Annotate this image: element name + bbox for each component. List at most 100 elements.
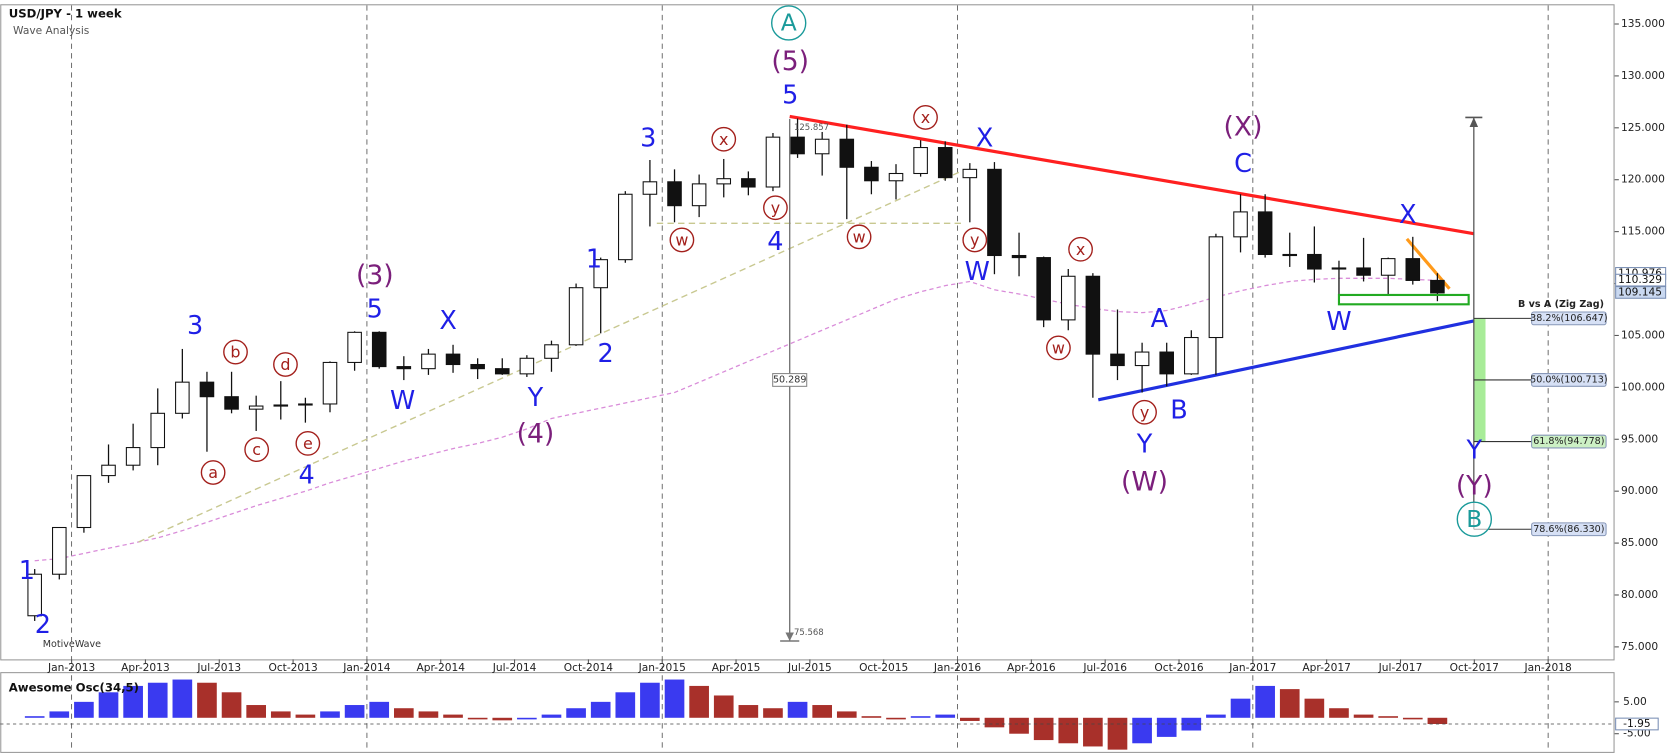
candle-body xyxy=(1233,211,1248,238)
oscillator-bar xyxy=(1230,698,1251,718)
measure-high-label: 125.857 xyxy=(794,123,829,133)
wave-label: Y xyxy=(1136,430,1153,460)
wave-circle xyxy=(962,227,988,253)
y-tick-label: 90.000 xyxy=(1621,484,1658,497)
oscillator-bar xyxy=(1132,717,1152,744)
candle-body xyxy=(642,181,658,195)
wave-label: W xyxy=(1326,307,1351,337)
candle-body xyxy=(1430,279,1445,294)
candle-body xyxy=(1159,351,1174,375)
wave-label: y xyxy=(970,231,979,250)
fibonacci-label: 61.8%(94.778) xyxy=(1533,436,1604,447)
candle-body xyxy=(248,405,264,410)
wave-label: 1 xyxy=(586,245,602,275)
oscillator-bar xyxy=(590,701,611,718)
fibonacci-label-box xyxy=(1531,311,1607,326)
oscillator-bar xyxy=(1181,717,1202,731)
last-value-label: -1.95 xyxy=(1623,717,1651,730)
wave-label: C xyxy=(1234,149,1252,179)
wave-circle xyxy=(846,224,872,250)
wave-label: w xyxy=(853,227,866,246)
candle-body xyxy=(52,526,67,575)
watermark: MotiveWave xyxy=(43,639,101,650)
candle-body xyxy=(937,147,953,179)
x-tick-label: Jul-2016 xyxy=(1082,661,1127,674)
x-tick-label: Jul-2013 xyxy=(196,661,241,674)
y-tick-label: 115.000 xyxy=(1621,225,1665,238)
x-tick-label: Apr-2014 xyxy=(416,661,465,674)
oscillator-bar xyxy=(123,685,143,718)
oscillator-bar xyxy=(1279,689,1300,718)
wave-label: A xyxy=(1151,304,1169,334)
candle-body xyxy=(470,363,485,370)
candle-body xyxy=(1282,253,1298,257)
x-tick-label: Jan-2015 xyxy=(638,661,686,674)
wave-label: w xyxy=(675,231,688,250)
wave-label: X xyxy=(1399,200,1416,230)
oscillator-bar xyxy=(1107,717,1128,750)
oscillator-bar xyxy=(960,717,980,721)
oscillator-bar xyxy=(98,692,119,718)
oscillator-bar xyxy=(1083,717,1103,747)
measure-arrow xyxy=(785,632,794,641)
oscillator-bar xyxy=(24,716,45,718)
wave-label: 3 xyxy=(640,123,656,153)
x-tick-label: Jan-2017 xyxy=(1228,661,1276,674)
x-tick-label: Jan-2016 xyxy=(933,661,981,674)
oscillator-bar xyxy=(1329,708,1349,718)
wave-circle xyxy=(711,126,737,152)
x-tick-label: Jul-2017 xyxy=(1378,661,1423,674)
wave-label: 5 xyxy=(782,81,798,111)
candle-body xyxy=(1036,257,1051,321)
y-tick-label: 5.00 xyxy=(1623,695,1647,708)
candle-body xyxy=(1405,258,1421,281)
wave-label: W xyxy=(390,386,415,416)
candle-body xyxy=(125,447,141,466)
wave-label: 1 xyxy=(19,556,35,586)
y-tick-label: 130.000 xyxy=(1621,69,1665,82)
fibonacci-label: 78.6%(86.330) xyxy=(1533,524,1604,535)
candle-body xyxy=(1060,275,1076,321)
x-tick-label: Apr-2013 xyxy=(121,661,170,674)
wave-circle xyxy=(223,339,248,365)
candle-body xyxy=(1307,253,1322,270)
wave-label: (3) xyxy=(356,260,394,291)
candle-body xyxy=(396,366,412,370)
y-tick-label: 80.000 xyxy=(1621,588,1658,601)
oscillator-bar xyxy=(246,705,266,718)
x-tick-label: Oct-2017 xyxy=(1450,661,1499,674)
oscillator-bar xyxy=(443,714,463,718)
wave-circle xyxy=(200,460,226,485)
oscillator-bar xyxy=(49,711,70,718)
candle-body xyxy=(101,464,116,477)
wave-circle xyxy=(295,431,321,456)
candle-body xyxy=(199,381,215,398)
oscillator-bar xyxy=(664,679,685,718)
wave-label: w xyxy=(1052,338,1065,357)
candle-body xyxy=(839,138,855,168)
wave-label: A xyxy=(781,9,797,37)
oscillator-bar xyxy=(295,714,316,718)
price-tag: 109.145 xyxy=(1618,285,1662,298)
fibonacci-title: B vs A (Zig Zag) xyxy=(1518,299,1604,310)
chart-title: USD/JPY - 1 week xyxy=(9,6,122,20)
wave-label: 3 xyxy=(187,311,203,341)
oscillator-bar xyxy=(984,717,1005,728)
wave-circle xyxy=(273,352,298,377)
y-tick-label: 85.000 xyxy=(1621,536,1658,549)
oscillator-bar xyxy=(1304,698,1325,718)
wave-label: Y xyxy=(1466,436,1483,466)
oscillator-bar xyxy=(344,705,365,718)
candle-body xyxy=(716,178,732,185)
wave-label: d xyxy=(280,355,290,374)
oscillator-bar xyxy=(320,711,340,718)
oscillator-bar xyxy=(1378,716,1399,718)
oscillator-bar xyxy=(492,717,513,721)
wave-label: W xyxy=(965,257,990,287)
candle-body xyxy=(150,412,166,449)
oscillator-title: Awesome Osc(34,5) xyxy=(9,681,139,695)
candle-body xyxy=(544,344,559,359)
candle-body xyxy=(494,368,510,375)
price-tag: 110.329 xyxy=(1618,273,1662,286)
